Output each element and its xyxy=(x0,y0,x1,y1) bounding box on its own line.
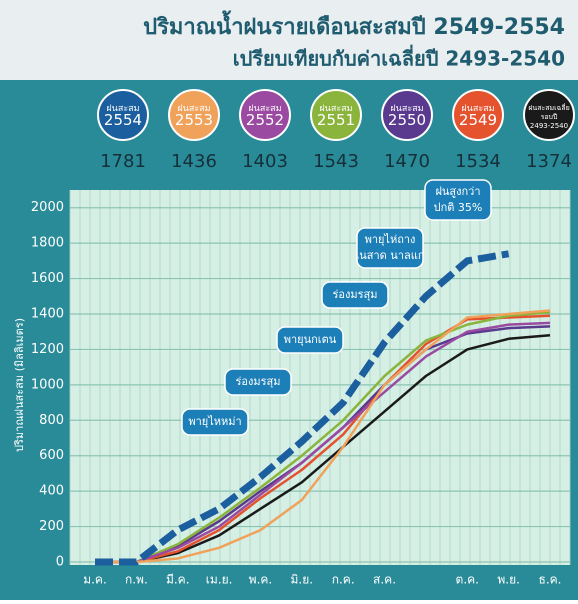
series-total: 1543 xyxy=(313,151,359,172)
series-line xyxy=(95,250,510,566)
x-tick-label: เม.ย. xyxy=(206,573,233,587)
x-tick-label: ก.ค. xyxy=(332,573,355,587)
legend-swatch xyxy=(168,89,220,141)
y-tick-label: 0 xyxy=(56,555,64,570)
series-total: 1374 xyxy=(526,151,572,172)
legend-label-line: ฝนสะสม xyxy=(248,104,281,114)
chart-title: ปริมาณน้ำฝนรายเดือนสะสมปี 2549-2554 xyxy=(143,10,565,40)
series-total: 1534 xyxy=(455,151,501,172)
legend-label-line: 2549 xyxy=(459,111,497,129)
y-tick-label: 600 xyxy=(39,448,64,463)
x-tick-label: ส.ค. xyxy=(373,573,396,587)
callout-text: พายุนกเตน xyxy=(284,333,337,346)
callout-text: ร่องมรสุม xyxy=(332,288,377,301)
y-tick-label: 800 xyxy=(39,413,64,428)
legend-label: ฝนสะสม 2551 xyxy=(317,104,355,129)
legend-swatch xyxy=(452,89,504,141)
series-line xyxy=(95,314,551,564)
y-tick-label: 2000 xyxy=(31,200,64,215)
legend-swatch xyxy=(97,89,149,141)
x-tick-label: ธ.ค. xyxy=(539,573,562,587)
legend-label-line: ฝนสะสม xyxy=(319,104,352,114)
series-line xyxy=(95,321,551,564)
callout-box xyxy=(224,368,292,396)
callout-text: พายุไห่ถาง xyxy=(365,233,416,246)
series-total: 1781 xyxy=(100,151,146,172)
x-tick-label: ต.ค. xyxy=(456,573,479,587)
legend-label-line: 2553 xyxy=(175,111,213,129)
legend-label-line: รอบปี xyxy=(541,113,558,121)
x-tick-label: พ.ค. xyxy=(249,573,273,587)
x-tick-label: ม.ค. xyxy=(83,573,107,587)
x-tick-label: ก.พ. xyxy=(125,573,148,587)
legend-label-line: 2550 xyxy=(388,111,426,129)
x-tick-label: พ.ย. xyxy=(497,573,520,587)
legend-label-line: 2552 xyxy=(246,111,284,129)
legend-label-line: ฝนสะสม xyxy=(390,104,423,114)
series-line xyxy=(95,310,551,564)
callout-text: เนสาด นาลแก xyxy=(356,249,425,262)
x-tick-label: มี.ค. xyxy=(166,573,190,587)
x-tick-label: มิ.ย. xyxy=(291,573,314,587)
legend-label: ฝนสะสมเฉลี่ยรอบปี 2493-2540 xyxy=(528,103,569,130)
chart-subtitle: เปรียบเทียบกับค่าเฉลี่ยปี 2493-2540 xyxy=(233,44,565,71)
callout-text: ปกติ 35% xyxy=(434,201,483,214)
y-tick-label: 1200 xyxy=(31,342,64,357)
legend-label: ฝนสะสม 2553 xyxy=(175,104,213,129)
legend-swatch xyxy=(239,89,291,141)
legend-swatch xyxy=(523,89,575,141)
callout-box xyxy=(276,326,344,354)
callout-box xyxy=(321,281,389,309)
y-axis-label: ปริมาณฝนสะสม (มิลลิเมตร) xyxy=(13,318,26,452)
title-banner xyxy=(0,0,578,80)
legend-label-line: 2554 xyxy=(104,111,142,129)
y-tick-label: 1600 xyxy=(31,271,64,286)
legend-label-line: ฝนสะสม xyxy=(106,104,139,114)
legend-label-line: ฝนสะสมเฉลี่ย xyxy=(528,103,569,112)
y-tick-label: 1000 xyxy=(31,377,64,392)
series-total: 1403 xyxy=(242,151,288,172)
callout-text: ร่องมรสุม xyxy=(235,375,280,388)
legend-label-line: ฝนสะสม xyxy=(177,104,210,114)
legend-swatch xyxy=(310,89,362,141)
series-total: 1470 xyxy=(384,151,430,172)
legend-label: ฝนสะสม 2550 xyxy=(388,104,426,129)
legend-label: ฝนสะสม 2549 xyxy=(459,104,497,129)
series-total: 1436 xyxy=(171,151,217,172)
legend-swatch xyxy=(381,89,433,141)
y-tick-label: 1400 xyxy=(31,307,64,322)
legend-label-line: 2493-2540 xyxy=(530,122,568,130)
series-line xyxy=(95,309,551,564)
y-tick-label: 200 xyxy=(39,519,64,534)
legend-label-line: 2551 xyxy=(317,111,355,129)
y-tick-label: 1800 xyxy=(31,236,64,251)
y-tick-label: 400 xyxy=(39,484,64,499)
legend-label: ฝนสะสม 2554 xyxy=(104,104,142,129)
callout-box xyxy=(181,408,249,436)
callout-box xyxy=(356,227,424,269)
callout-box xyxy=(424,179,492,221)
x-axis-strip xyxy=(70,565,570,595)
legend-label-line: ฝนสะสม xyxy=(461,104,494,114)
callout-text: พายุไหหม่า xyxy=(188,415,241,428)
callout-text: ฝนสูงกว่า xyxy=(435,185,480,198)
series-line xyxy=(95,334,551,564)
legend-label: ฝนสะสม 2552 xyxy=(246,104,284,129)
